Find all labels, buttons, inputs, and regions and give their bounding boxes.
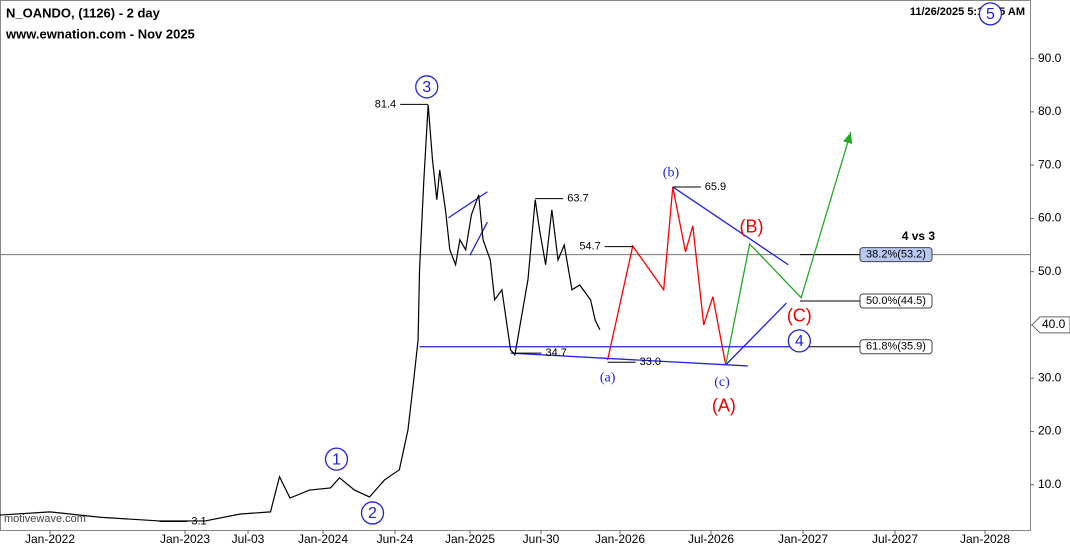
x-tick-label: Jan-2028 bbox=[960, 532, 1010, 546]
projection-line bbox=[448, 191, 488, 219]
last-price-label: 40.0 bbox=[1042, 317, 1066, 331]
price-label: 65.9 bbox=[705, 181, 726, 193]
projection-line bbox=[469, 221, 488, 256]
x-tick-label: Jun-24 bbox=[377, 532, 414, 546]
fib-box bbox=[859, 339, 933, 355]
y-tick-label: 70.0 bbox=[1038, 157, 1062, 171]
fib-label: 38.2%(53.2) bbox=[866, 249, 926, 261]
price-label: 81.4 bbox=[375, 98, 396, 110]
projection-line bbox=[725, 302, 787, 366]
fib-box bbox=[859, 293, 933, 309]
chart-title: N_OANDO, (1126) - 2 day bbox=[6, 5, 161, 20]
y-tick-label: 60.0 bbox=[1038, 211, 1062, 225]
timestamp: 11/26/2025 5:17:05 AM bbox=[910, 6, 1025, 18]
plot-frame bbox=[0, 0, 1031, 531]
wave-label: 2 bbox=[368, 505, 377, 522]
x-tick-label: Jul-2027 bbox=[872, 532, 918, 546]
y-tick-label: 30.0 bbox=[1038, 370, 1062, 384]
price-line bbox=[0, 104, 601, 522]
wave-label: 5 bbox=[986, 6, 995, 23]
wave-label: 4 vs 3 bbox=[902, 229, 936, 243]
x-tick-label: Jan-2023 bbox=[160, 532, 210, 546]
price-label: 54.7 bbox=[579, 241, 600, 253]
price-label: 63.7 bbox=[567, 193, 588, 205]
y-tick-label: 90.0 bbox=[1038, 51, 1062, 65]
projection-line bbox=[672, 186, 789, 266]
projection-line bbox=[725, 131, 852, 366]
wave-label: (c) bbox=[714, 375, 730, 390]
y-tick-label: 20.0 bbox=[1038, 424, 1062, 438]
price-label: 3.1 bbox=[191, 515, 206, 527]
x-tick-label: Jun-30 bbox=[523, 532, 560, 546]
fib-label: 61.8%(35.9) bbox=[866, 341, 926, 353]
wave-label: (b) bbox=[663, 165, 680, 180]
last-price-marker bbox=[1031, 316, 1070, 334]
chart-subtitle: www.ewnation.com - Nov 2025 bbox=[5, 26, 195, 41]
x-tick-label: Jul-2026 bbox=[688, 532, 734, 546]
x-tick-label: Jan-2024 bbox=[298, 532, 348, 546]
wave-label: 3 bbox=[422, 79, 431, 96]
wave-label: 1 bbox=[332, 451, 341, 468]
wave-label: (A) bbox=[712, 396, 736, 416]
x-tick-label: Jan-2022 bbox=[25, 532, 75, 546]
x-tick-label: Jan-2025 bbox=[445, 532, 495, 546]
watermark: motivewave.com bbox=[4, 513, 86, 525]
wave-circle bbox=[360, 501, 385, 525]
fib-label: 50.0%(44.5) bbox=[866, 295, 926, 307]
wave-circle bbox=[415, 75, 439, 99]
y-tick-label: 50.0 bbox=[1038, 264, 1062, 278]
wave-label: (B) bbox=[739, 217, 763, 237]
wave-circle bbox=[324, 447, 349, 471]
wave-label: (C) bbox=[787, 306, 812, 326]
projection-line bbox=[510, 352, 748, 367]
wave-label: 4 bbox=[795, 333, 804, 350]
price-label: 33.0 bbox=[640, 356, 661, 368]
projection-line bbox=[606, 186, 727, 365]
x-tick-label: Jan-2026 bbox=[595, 532, 645, 546]
y-tick-label: 10.0 bbox=[1038, 477, 1062, 491]
wave-circle bbox=[978, 2, 1003, 26]
arrow-head bbox=[843, 132, 853, 145]
y-tick-label: 80.0 bbox=[1038, 104, 1062, 118]
x-tick-label: Jul-03 bbox=[232, 532, 265, 546]
wave-label: (a) bbox=[600, 370, 616, 385]
fib-box bbox=[859, 247, 933, 263]
price-label: 34.7 bbox=[545, 347, 566, 359]
x-tick-label: Jan-2027 bbox=[778, 532, 828, 546]
wave-circle bbox=[787, 329, 811, 353]
